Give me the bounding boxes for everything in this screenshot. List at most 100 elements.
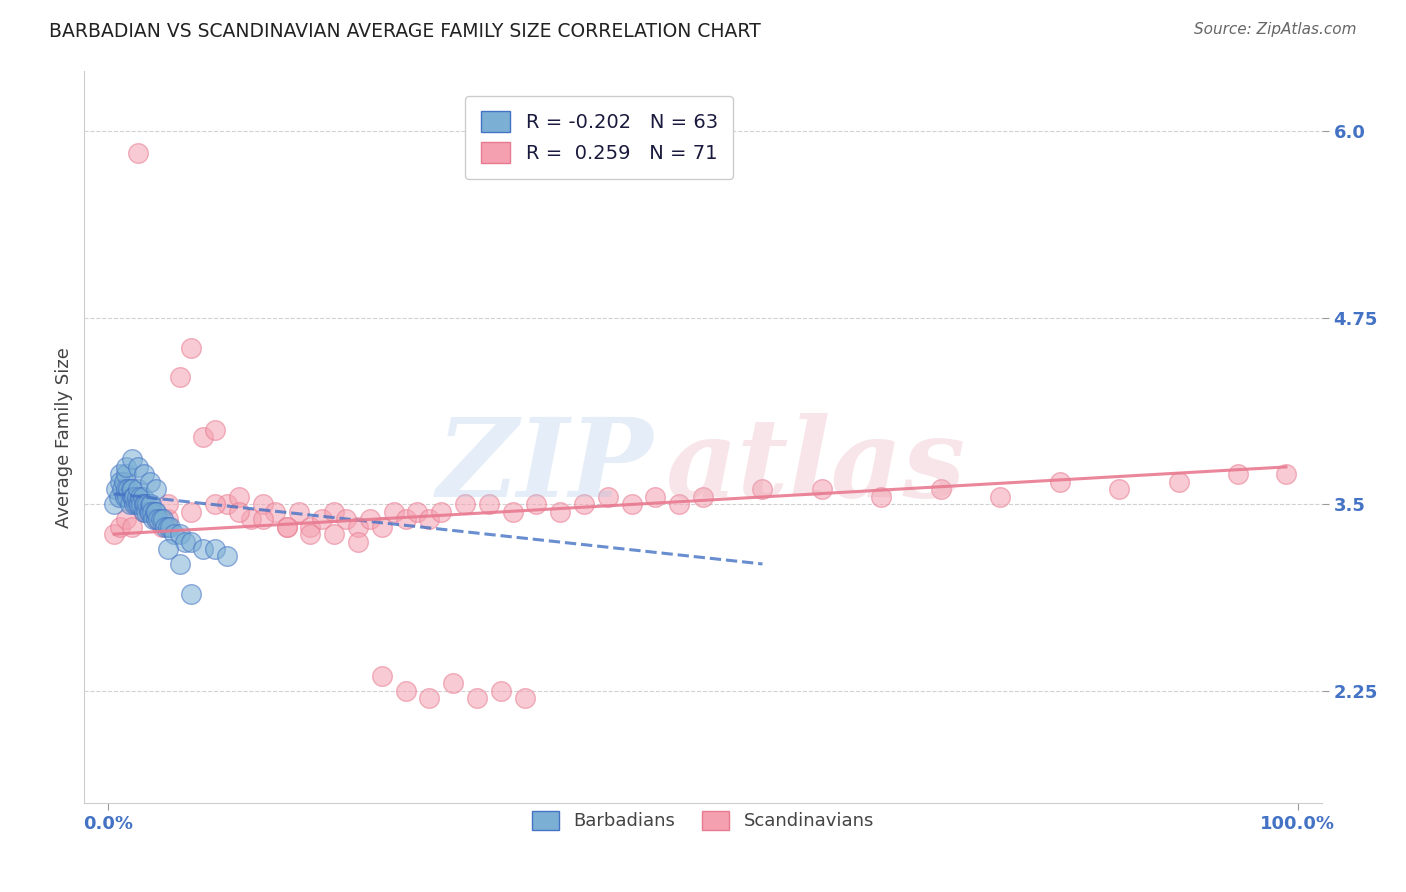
Point [127, 146, 149, 161]
Point [239, 512, 262, 526]
Point [111, 483, 134, 497]
Point [103, 527, 125, 541]
Point [138, 505, 160, 519]
Point [526, 497, 548, 511]
Point [394, 683, 416, 698]
Point [105, 483, 128, 497]
Point [108, 519, 131, 533]
Point [125, 490, 148, 504]
Point [159, 519, 181, 533]
Point [145, 512, 167, 526]
Point [644, 490, 666, 504]
Point [124, 490, 146, 504]
Point [156, 542, 179, 557]
Point [132, 505, 155, 519]
Point [149, 512, 172, 526]
Point [114, 490, 136, 504]
Point [120, 483, 142, 497]
Text: ZIP: ZIP [437, 413, 654, 520]
Point [359, 512, 381, 526]
Point [347, 534, 370, 549]
Point [692, 490, 714, 504]
Point [1167, 475, 1189, 489]
Point [141, 505, 163, 519]
Point [513, 691, 536, 706]
Point [323, 505, 346, 519]
Point [217, 549, 239, 564]
Point [135, 505, 157, 519]
Point [127, 483, 149, 497]
Point [127, 459, 149, 474]
Point [156, 497, 179, 511]
Point [124, 497, 146, 511]
Point [430, 505, 453, 519]
Point [394, 512, 416, 526]
Point [252, 497, 274, 511]
Point [139, 497, 162, 511]
Point [150, 519, 173, 533]
Point [156, 512, 179, 526]
Point [139, 497, 162, 511]
Point [115, 490, 138, 504]
Point [121, 519, 143, 533]
Text: atlas: atlas [666, 413, 966, 520]
Point [174, 534, 197, 549]
Y-axis label: Average Family Size: Average Family Size [55, 347, 73, 527]
Point [115, 459, 138, 474]
Point [117, 483, 139, 497]
Point [139, 475, 162, 489]
Point [143, 505, 166, 519]
Point [129, 490, 152, 504]
Point [489, 683, 512, 698]
Point [134, 497, 156, 511]
Point [870, 490, 893, 504]
Point [454, 497, 477, 511]
Point [152, 512, 174, 526]
Point [180, 505, 202, 519]
Point [335, 512, 357, 526]
Point [146, 512, 169, 526]
Legend: Barbadians, Scandinavians: Barbadians, Scandinavians [524, 804, 882, 838]
Point [145, 512, 167, 526]
Text: Source: ZipAtlas.com: Source: ZipAtlas.com [1194, 22, 1357, 37]
Point [124, 497, 146, 511]
Point [139, 505, 162, 519]
Point [121, 490, 143, 504]
Point [668, 497, 690, 511]
Point [371, 519, 394, 533]
Point [406, 505, 429, 519]
Point [155, 519, 177, 533]
Point [112, 475, 135, 489]
Point [132, 497, 155, 511]
Point [276, 519, 298, 533]
Point [228, 490, 250, 504]
Point [115, 512, 138, 526]
Point [1275, 467, 1298, 482]
Point [990, 490, 1012, 504]
Point [108, 490, 131, 504]
Point [156, 519, 179, 533]
Point [929, 483, 952, 497]
Point [418, 512, 440, 526]
Point [108, 467, 131, 482]
Point [620, 497, 643, 511]
Point [136, 497, 159, 511]
Point [180, 587, 202, 601]
Point [287, 505, 309, 519]
Point [418, 691, 440, 706]
Point [228, 505, 250, 519]
Point [121, 483, 143, 497]
Point [169, 557, 191, 571]
Point [371, 669, 394, 683]
Point [347, 519, 370, 533]
Point [596, 490, 619, 504]
Point [217, 497, 239, 511]
Point [252, 512, 274, 526]
Point [162, 527, 184, 541]
Point [132, 497, 155, 511]
Point [465, 691, 488, 706]
Point [122, 490, 145, 504]
Point [299, 519, 322, 533]
Point [299, 527, 322, 541]
Point [204, 423, 226, 437]
